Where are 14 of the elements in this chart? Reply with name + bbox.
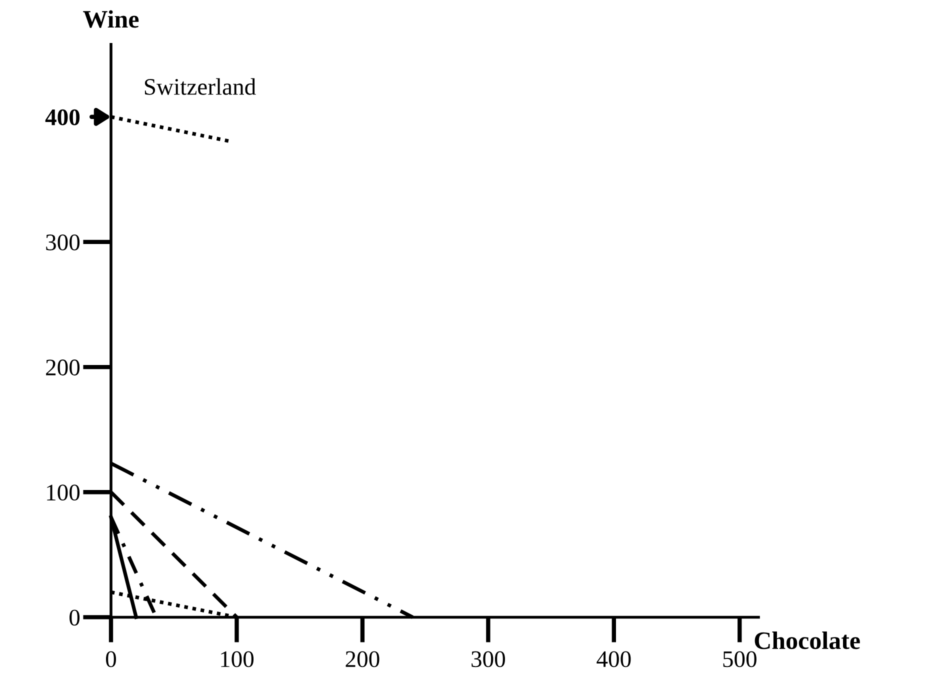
y-tick-label: 300	[46, 234, 80, 250]
x-tick-label: 0	[106, 651, 116, 668]
y-tick-label: 100	[47, 484, 80, 501]
y-tick-label: 400	[45, 109, 80, 126]
x-axis-title: Chocolate	[754, 632, 860, 650]
x-tick-label: 400	[596, 651, 631, 668]
y-tick-label: 200	[46, 360, 80, 376]
series-label: Switzerland	[144, 78, 256, 95]
y-axis-title: Wine	[83, 10, 139, 28]
x-tick-label: 200	[346, 651, 380, 668]
x-tick-label: 300	[472, 651, 505, 668]
y-tick-label: 0	[70, 610, 80, 626]
x-tick-label: 500	[723, 651, 756, 668]
x-tick-label: 100	[221, 651, 254, 668]
